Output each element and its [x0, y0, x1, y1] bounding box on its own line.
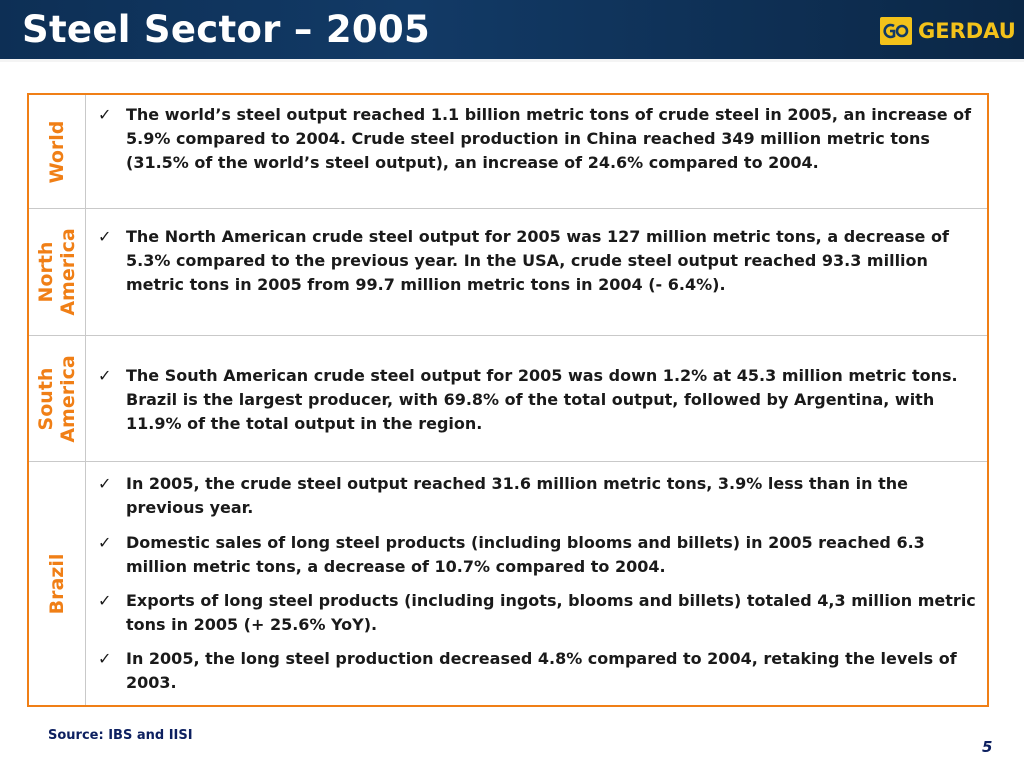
- steel-sector-table: World ✓ The world’s steel output reached…: [27, 93, 989, 707]
- table-row-south-america: South America ✓ The South American crude…: [29, 336, 987, 462]
- bullet-item: ✓ In 2005, the crude steel output reache…: [98, 474, 908, 517]
- row-content: ✓ The South American crude steel output …: [86, 336, 987, 461]
- bullet-item: ✓ Domestic sales of long steel products …: [98, 533, 925, 576]
- checkmark-icon: ✓: [98, 533, 112, 552]
- checkmark-icon: ✓: [98, 366, 112, 385]
- row-label-cell: World: [29, 95, 86, 208]
- bullet-item: ✓ In 2005, the long steel production dec…: [98, 649, 957, 692]
- bullet-item: ✓ Exports of long steel products (includ…: [98, 591, 976, 634]
- table-row-north-america: North America ✓ The North American crude…: [29, 209, 987, 336]
- table-row-world: World ✓ The world’s steel output reached…: [29, 95, 987, 209]
- checkmark-icon: ✓: [98, 227, 112, 246]
- page-title: Steel Sector – 2005: [22, 8, 431, 51]
- row-label-brazil: Brazil: [46, 553, 68, 614]
- bullet-item: ✓ The North American crude steel output …: [98, 227, 949, 294]
- row-label-north-america: North America: [35, 228, 79, 316]
- checkmark-icon: ✓: [98, 105, 112, 124]
- checkmark-icon: ✓: [98, 591, 112, 610]
- row-content: ✓ The world’s steel output reached 1.1 b…: [86, 95, 987, 208]
- row-content: ✓ In 2005, the crude steel output reache…: [86, 462, 987, 705]
- title-bar: Steel Sector – 2005 GERDAU: [0, 0, 1024, 62]
- checkmark-icon: ✓: [98, 474, 112, 493]
- row-label-cell: South America: [29, 336, 86, 461]
- row-content: ✓ The North American crude steel output …: [86, 209, 987, 335]
- title-underline: [0, 59, 1024, 62]
- checkmark-icon: ✓: [98, 649, 112, 668]
- bullet-item: ✓ The world’s steel output reached 1.1 b…: [98, 105, 972, 172]
- bullet-item: ✓ The South American crude steel output …: [98, 366, 958, 433]
- source-note: Source: IBS and IISI: [48, 728, 193, 743]
- gerdau-g-logo-icon: [880, 17, 912, 45]
- gerdau-logo: GERDAU: [880, 16, 1016, 46]
- row-label-south-america: South America: [35, 354, 79, 443]
- row-label-cell: Brazil: [29, 462, 86, 705]
- row-label-world: World: [46, 120, 68, 183]
- logo-wordmark: GERDAU: [918, 19, 1016, 43]
- row-label-cell: North America: [29, 209, 86, 335]
- table-row-brazil: Brazil ✓ In 2005, the crude steel output…: [29, 462, 987, 705]
- page-number: 5: [982, 738, 993, 756]
